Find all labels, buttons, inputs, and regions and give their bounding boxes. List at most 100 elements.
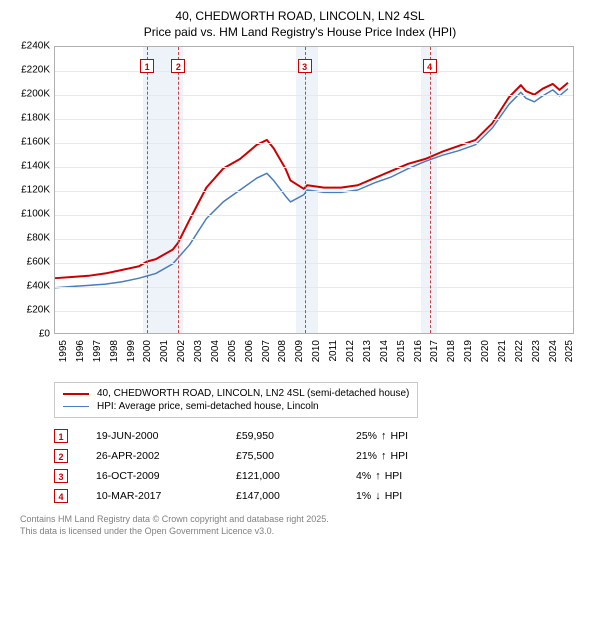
x-tick-label: 2001 (159, 340, 170, 362)
y-tick-label: £40K (10, 281, 50, 292)
arrow-up-icon: ↑ (381, 450, 387, 462)
gridline (55, 119, 573, 120)
gridline (55, 71, 573, 72)
plot-area: 1 2 3 4 (54, 46, 574, 334)
x-tick-label: 1996 (75, 340, 86, 362)
x-tick-label: 2020 (480, 340, 491, 362)
transaction-row: 3 16-OCT-2009£121,0004%↑HPI (54, 466, 590, 486)
x-tick-label: 1999 (126, 340, 137, 362)
sale-marker-box: 3 (298, 59, 312, 73)
chart-container: 40, CHEDWORTH ROAD, LINCOLN, LN2 4SL Pri… (0, 0, 600, 544)
transaction-price: £75,500 (236, 450, 356, 462)
x-tick-label: 2003 (193, 340, 204, 362)
gridline (55, 167, 573, 168)
gridline (55, 311, 573, 312)
x-tick-label: 1997 (92, 340, 103, 362)
title-address: 40, CHEDWORTH ROAD, LINCOLN, LN2 4SL (10, 8, 590, 24)
pct-note: HPI (385, 470, 403, 482)
y-tick-label: £100K (10, 209, 50, 220)
x-tick-label: 2023 (531, 340, 542, 362)
x-tick-label: 2004 (210, 340, 221, 362)
gridline (55, 239, 573, 240)
pct-value: 21% (356, 450, 377, 462)
transaction-marker: 2 (54, 449, 68, 463)
transaction-change: 21% ↑ HPI (356, 450, 408, 462)
y-tick-label: £180K (10, 113, 50, 124)
x-tick-label: 2007 (261, 340, 272, 362)
transaction-date: 16-OCT-2009 (96, 470, 236, 482)
y-tick-label: £140K (10, 161, 50, 172)
sale-marker-line (430, 47, 431, 333)
y-tick-label: £80K (10, 233, 50, 244)
x-tick-label: 1998 (109, 340, 120, 362)
pct-value: 1% (356, 490, 371, 502)
footer-line-1: Contains HM Land Registry data © Crown c… (20, 514, 590, 526)
pct-note: HPI (391, 450, 409, 462)
gridline (55, 263, 573, 264)
transaction-marker: 1 (54, 429, 68, 443)
transaction-change: 25% ↑ HPI (356, 430, 408, 442)
title-subtitle: Price paid vs. HM Land Registry's House … (10, 24, 590, 40)
x-tick-label: 2006 (244, 340, 255, 362)
arrow-down-icon: ↓ (375, 490, 381, 502)
footer-line-2: This data is licensed under the Open Gov… (20, 526, 590, 538)
y-tick-label: £160K (10, 137, 50, 148)
x-tick-label: 2013 (362, 340, 373, 362)
line-chart-svg (55, 47, 573, 333)
x-tick-label: 2011 (328, 340, 339, 362)
sale-marker-line (147, 47, 148, 333)
x-tick-label: 2024 (548, 340, 559, 362)
x-tick-label: 1995 (58, 340, 69, 362)
y-tick-label: £200K (10, 89, 50, 100)
y-tick-label: £60K (10, 257, 50, 268)
y-tick-label: £220K (10, 65, 50, 76)
legend-swatch (63, 406, 89, 407)
gridline (55, 191, 573, 192)
legend-label: 40, CHEDWORTH ROAD, LINCOLN, LN2 4SL (se… (97, 388, 409, 399)
x-tick-label: 2000 (142, 340, 153, 362)
x-tick-label: 2022 (514, 340, 525, 362)
gridline (55, 215, 573, 216)
sale-marker-box: 2 (171, 59, 185, 73)
transaction-row: 226-APR-2002£75,50021%↑HPI (54, 446, 590, 466)
legend-row: HPI: Average price, semi-detached house,… (63, 400, 409, 413)
sale-marker-box: 4 (423, 59, 437, 73)
attribution-footer: Contains HM Land Registry data © Crown c… (20, 514, 590, 537)
x-tick-label: 2018 (446, 340, 457, 362)
pct-value: 4% (356, 470, 371, 482)
transaction-row: 119-JUN-2000£59,95025%↑HPI (54, 426, 590, 446)
sale-marker-line (178, 47, 179, 333)
legend-swatch (63, 393, 89, 395)
gridline (55, 95, 573, 96)
x-tick-label: 2010 (311, 340, 322, 362)
x-tick-label: 2005 (227, 340, 238, 362)
transaction-date: 10-MAR-2017 (96, 490, 236, 502)
arrow-up-icon: ↑ (381, 430, 387, 442)
legend: 40, CHEDWORTH ROAD, LINCOLN, LN2 4SL (se… (54, 382, 418, 418)
pct-note: HPI (391, 430, 409, 442)
x-tick-label: 2016 (413, 340, 424, 362)
gridline (55, 287, 573, 288)
x-tick-label: 2002 (176, 340, 187, 362)
x-tick-label: 2021 (497, 340, 508, 362)
transaction-change: 4%↑HPI (356, 470, 402, 482)
transaction-marker: 3 (54, 469, 68, 483)
y-tick-label: £20K (10, 305, 50, 316)
chart-title: 40, CHEDWORTH ROAD, LINCOLN, LN2 4SL Pri… (10, 8, 590, 40)
gridline (55, 143, 573, 144)
legend-row: 40, CHEDWORTH ROAD, LINCOLN, LN2 4SL (se… (63, 387, 409, 400)
sale-marker-box: 1 (140, 59, 154, 73)
x-tick-label: 2014 (379, 340, 390, 362)
x-tick-label: 2019 (463, 340, 474, 362)
pct-note: HPI (385, 490, 403, 502)
pct-value: 25% (356, 430, 377, 442)
transaction-price: £121,000 (236, 470, 356, 482)
x-tick-label: 2017 (429, 340, 440, 362)
x-tick-label: 2009 (294, 340, 305, 362)
x-tick-label: 2025 (564, 340, 575, 362)
transaction-marker: 4 (54, 489, 68, 503)
x-tick-label: 2015 (396, 340, 407, 362)
legend-label: HPI: Average price, semi-detached house,… (97, 401, 319, 412)
x-tick-label: 2012 (345, 340, 356, 362)
x-tick-label: 2008 (277, 340, 288, 362)
